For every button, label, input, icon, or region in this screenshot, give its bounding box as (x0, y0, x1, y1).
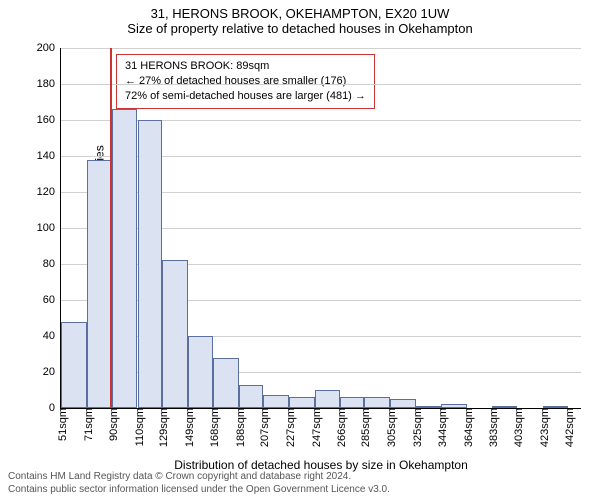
y-tick-label: 20 (43, 366, 61, 378)
page-title-1: 31, HERONS BROOK, OKEHAMPTON, EX20 1UW (0, 0, 600, 21)
histogram-bar (289, 397, 315, 408)
x-tick-label: 325sqm (408, 408, 424, 447)
x-tick-label: 285sqm (356, 408, 372, 447)
y-tick-label: 160 (37, 114, 61, 126)
histogram-bar (162, 260, 188, 408)
y-tick-label: 120 (37, 186, 61, 198)
x-tick-label: 90sqm (104, 408, 120, 441)
x-tick-label: 129sqm (154, 408, 170, 447)
y-tick-label: 40 (43, 330, 61, 342)
x-tick-label: 188sqm (231, 408, 247, 447)
annotation-box: 31 HERONS BROOK: 89sqm ← 27% of detached… (116, 54, 375, 109)
annotation-line: 72% of semi-detached houses are larger (… (125, 89, 366, 104)
y-tick-label: 200 (37, 42, 61, 54)
histogram-bar (340, 397, 365, 408)
x-tick-label: 71sqm (79, 408, 95, 441)
histogram-bar (112, 109, 138, 408)
x-tick-label: 364sqm (459, 408, 475, 447)
x-tick-label: 305sqm (382, 408, 398, 447)
annotation-line: ← 27% of detached houses are smaller (17… (125, 74, 366, 89)
x-tick-label: 403sqm (509, 408, 525, 447)
histogram-bar (213, 358, 239, 408)
x-tick-label: 110sqm (130, 408, 146, 446)
histogram-bar (315, 390, 340, 408)
histogram-bar (87, 160, 112, 408)
histogram-bar (61, 322, 87, 408)
x-tick-label: 227sqm (281, 408, 297, 447)
x-tick-label: 207sqm (255, 408, 271, 447)
histogram-bar (188, 336, 213, 408)
grid-line (61, 48, 581, 49)
x-tick-label: 247sqm (307, 408, 323, 447)
annotation-line: 31 HERONS BROOK: 89sqm (125, 59, 366, 74)
x-tick-label: 423sqm (535, 408, 551, 447)
x-tick-label: 266sqm (332, 408, 348, 447)
histogram-bar (239, 385, 264, 408)
y-tick-label: 80 (43, 258, 61, 270)
histogram-bar (138, 120, 163, 408)
x-tick-label: 344sqm (433, 408, 449, 447)
x-tick-label: 168sqm (205, 408, 221, 447)
footer-attribution: Contains HM Land Registry data © Crown c… (8, 470, 592, 496)
x-tick-label: 149sqm (180, 408, 196, 447)
property-marker-line (110, 48, 112, 408)
histogram-chart: Number of detached properties Distributi… (60, 48, 581, 409)
x-tick-label: 442sqm (560, 408, 576, 447)
x-tick-label: 383sqm (484, 408, 500, 447)
x-tick-label: 51sqm (53, 408, 69, 441)
y-tick-label: 100 (37, 222, 61, 234)
y-tick-label: 180 (37, 78, 61, 90)
histogram-bar (364, 397, 390, 408)
y-tick-label: 60 (43, 294, 61, 306)
footer-line: Contains HM Land Registry data © Crown c… (8, 470, 592, 483)
page-title-2: Size of property relative to detached ho… (0, 21, 600, 36)
histogram-bar (390, 399, 416, 408)
footer-line: Contains public sector information licen… (8, 483, 592, 496)
grid-line (61, 84, 581, 85)
histogram-bar (263, 395, 289, 408)
y-tick-label: 140 (37, 150, 61, 162)
